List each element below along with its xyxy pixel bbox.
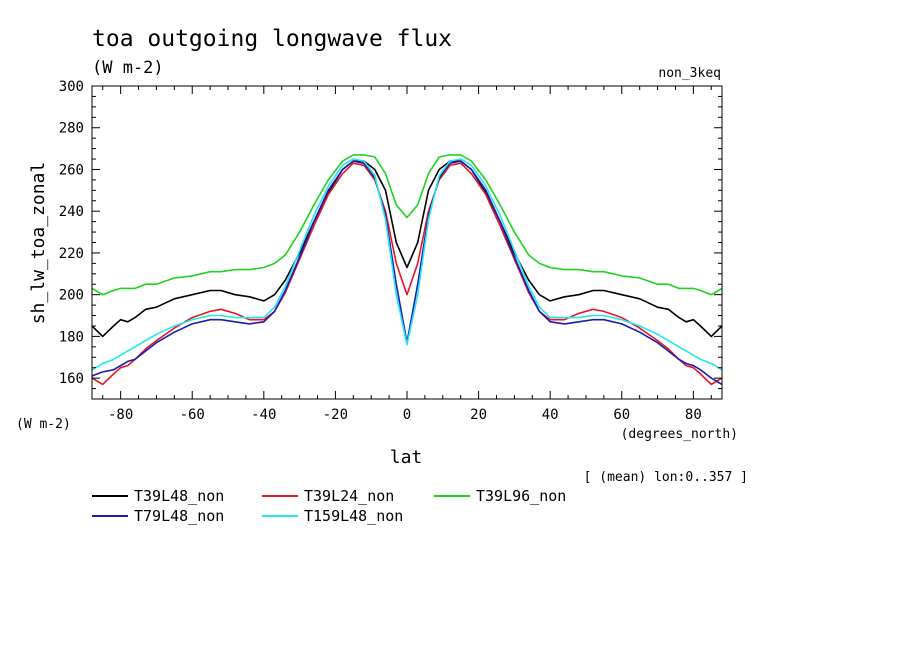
x-tick-label: -40 bbox=[251, 407, 276, 423]
chart-units: (W m-2) bbox=[92, 58, 164, 78]
y-tick-label: 260 bbox=[59, 162, 84, 178]
y-tick-label: 240 bbox=[59, 204, 84, 220]
series-line-T39L96_non bbox=[92, 154, 722, 296]
legend-label: T39L48_non bbox=[134, 487, 224, 505]
legend-label: T39L96_non bbox=[476, 487, 566, 505]
legend-label: T39L24_non bbox=[304, 487, 394, 505]
x-tick-label: 40 bbox=[542, 407, 559, 423]
y-tick-label: 160 bbox=[59, 371, 84, 387]
x-tick-label: 0 bbox=[403, 407, 411, 423]
y-tick-label: 220 bbox=[59, 246, 84, 262]
x-tick-label: 20 bbox=[470, 407, 487, 423]
plot-area: -80 -60 -40 -20 0 20 40 60 80 160 180 200 220 240 260… bbox=[59, 79, 723, 423]
x-tick-label: -20 bbox=[323, 407, 348, 423]
y-tick-label: 300 bbox=[59, 79, 84, 95]
plot-frame bbox=[91, 85, 723, 400]
x-axis-units: (degrees_north) bbox=[621, 427, 738, 442]
x-tick-label: 60 bbox=[613, 407, 630, 423]
y-tick-label: 200 bbox=[59, 288, 84, 304]
chart-title: toa outgoing longwave flux bbox=[92, 26, 452, 52]
x-tick-label: -60 bbox=[180, 407, 205, 423]
x-axis-ticks: -80 -60 -40 -20 0 20 40 60 80 bbox=[102, 86, 712, 423]
y-tick-label: 180 bbox=[59, 329, 84, 345]
legend-label: T79L48_non bbox=[134, 507, 224, 525]
series-line-T39L48_non bbox=[92, 160, 722, 338]
x-axis-label: lat bbox=[390, 447, 423, 468]
y-axis-units: (W m-2) bbox=[16, 417, 71, 432]
experiment-label: non_3keq bbox=[658, 66, 721, 81]
legend-label: T159L48_non bbox=[304, 507, 403, 525]
series-line-T79L48_non bbox=[92, 160, 722, 386]
averaging-note: [ (mean) lon:0..357 ] bbox=[584, 470, 748, 485]
legend: T39L48_non T39L24_non T39L96_non T79L48_non… bbox=[92, 487, 566, 525]
x-tick-label: 80 bbox=[685, 407, 702, 423]
x-tick-label: -80 bbox=[108, 407, 133, 423]
y-axis-label: sh_lw_toa_zonal bbox=[28, 162, 49, 325]
series-line-T159L48_non bbox=[92, 158, 722, 371]
y-axis-ticks: 160 180 200 220 240 260 280 300 bbox=[59, 79, 722, 390]
y-tick-label: 280 bbox=[59, 121, 84, 137]
series-lines bbox=[92, 154, 722, 386]
series-line-T39L24_non bbox=[92, 162, 722, 386]
